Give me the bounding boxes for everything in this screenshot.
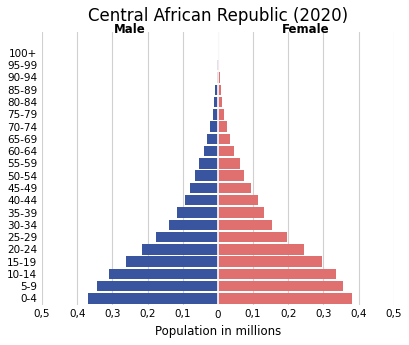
Bar	[88, 293, 218, 304]
Bar	[169, 220, 218, 230]
Bar	[214, 97, 218, 107]
Bar	[217, 60, 218, 70]
Bar	[218, 232, 287, 242]
Bar	[218, 195, 258, 206]
Bar	[109, 269, 218, 279]
Bar	[195, 170, 218, 181]
Text: Male: Male	[114, 23, 146, 36]
Bar	[178, 207, 218, 218]
Title: Central African Republic (2020): Central African Republic (2020)	[88, 7, 348, 25]
Bar	[142, 244, 218, 255]
Bar	[199, 158, 218, 169]
Bar	[218, 269, 336, 279]
Bar	[218, 170, 244, 181]
Bar	[156, 232, 218, 242]
Bar	[218, 134, 230, 144]
X-axis label: Population in millions: Population in millions	[155, 325, 281, 338]
Bar	[218, 183, 252, 193]
Bar	[190, 183, 218, 193]
Bar	[218, 121, 227, 132]
Bar	[207, 134, 218, 144]
Bar	[218, 207, 264, 218]
Bar	[218, 256, 322, 267]
Bar	[218, 293, 352, 304]
Bar	[184, 195, 218, 206]
Bar	[218, 146, 234, 156]
Bar	[213, 109, 218, 119]
Bar	[218, 244, 304, 255]
Bar	[204, 146, 218, 156]
Bar	[216, 72, 218, 83]
Bar	[216, 85, 218, 95]
Text: Female: Female	[282, 23, 330, 36]
Bar	[210, 121, 218, 132]
Bar	[218, 60, 219, 70]
Bar	[126, 256, 218, 267]
Bar	[218, 158, 240, 169]
Bar	[218, 220, 272, 230]
Bar	[97, 281, 218, 292]
Bar	[218, 72, 220, 83]
Bar	[218, 109, 224, 119]
Bar	[218, 97, 222, 107]
Bar	[218, 85, 221, 95]
Bar	[218, 281, 343, 292]
